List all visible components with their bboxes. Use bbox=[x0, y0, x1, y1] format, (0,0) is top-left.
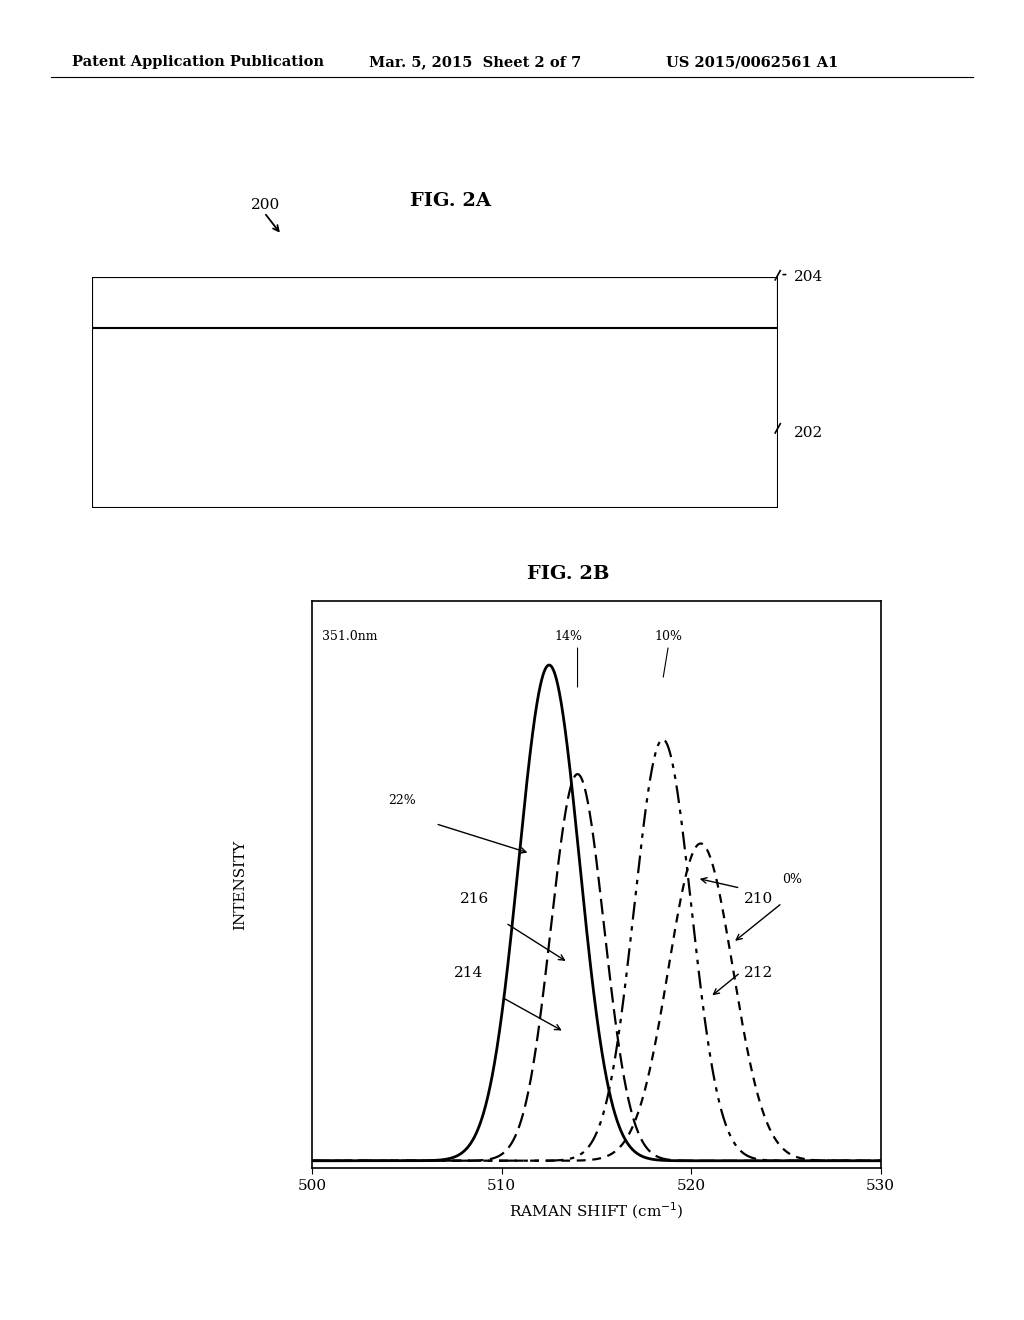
X-axis label: RAMAN SHIFT (cm$^{-1}$): RAMAN SHIFT (cm$^{-1}$) bbox=[509, 1201, 684, 1221]
Text: 200: 200 bbox=[251, 198, 281, 211]
Text: US 2015/0062561 A1: US 2015/0062561 A1 bbox=[666, 55, 838, 70]
Text: FIG. 2B: FIG. 2B bbox=[527, 565, 609, 583]
Text: INTENSITY: INTENSITY bbox=[233, 840, 248, 929]
Text: 214: 214 bbox=[455, 966, 483, 981]
Text: Patent Application Publication: Patent Application Publication bbox=[72, 55, 324, 70]
Text: 10%: 10% bbox=[654, 631, 682, 643]
Text: 202: 202 bbox=[794, 426, 823, 440]
Text: Mar. 5, 2015  Sheet 2 of 7: Mar. 5, 2015 Sheet 2 of 7 bbox=[369, 55, 581, 70]
Text: 0%: 0% bbox=[782, 873, 802, 886]
Text: 212: 212 bbox=[744, 966, 773, 981]
Text: 210: 210 bbox=[744, 892, 773, 906]
Text: 14%: 14% bbox=[554, 631, 582, 643]
Text: 216: 216 bbox=[460, 892, 489, 906]
Text: 351.0nm: 351.0nm bbox=[322, 631, 377, 643]
Text: FIG. 2A: FIG. 2A bbox=[410, 191, 492, 210]
Text: 22%: 22% bbox=[388, 793, 416, 807]
Text: 204: 204 bbox=[794, 271, 823, 284]
